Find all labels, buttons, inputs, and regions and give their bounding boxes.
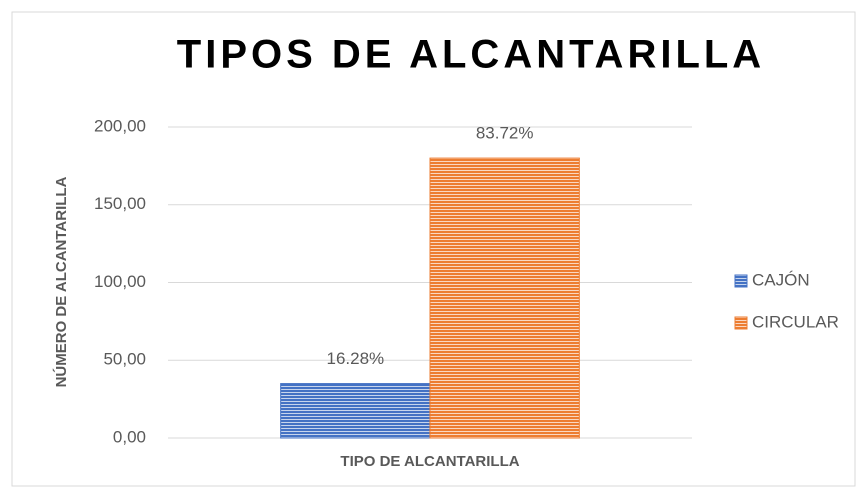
- legend-label: CAJÓN: [752, 270, 810, 289]
- legend-swatch: [734, 316, 748, 330]
- data-label: 83.72%: [476, 124, 534, 143]
- legend-label: CIRCULAR: [752, 312, 839, 331]
- y-tick-label: 100,00: [94, 272, 146, 291]
- y-axis-label: NÚMERO DE ALCANTARILLA: [52, 176, 70, 387]
- data-label: 16.28%: [326, 349, 384, 368]
- chart-title: TIPOS DE ALCANTARILLA: [177, 33, 765, 77]
- x-axis-label: TIPO DE ALCANTARILLA: [340, 453, 519, 470]
- y-tick-label: 0,00: [113, 427, 146, 446]
- bar: [429, 157, 580, 439]
- legend-swatch: [734, 274, 748, 288]
- y-tick-label: 150,00: [94, 194, 146, 213]
- y-tick-label: 50,00: [103, 350, 146, 369]
- bar: [280, 383, 431, 439]
- y-tick-label: 200,00: [94, 116, 146, 135]
